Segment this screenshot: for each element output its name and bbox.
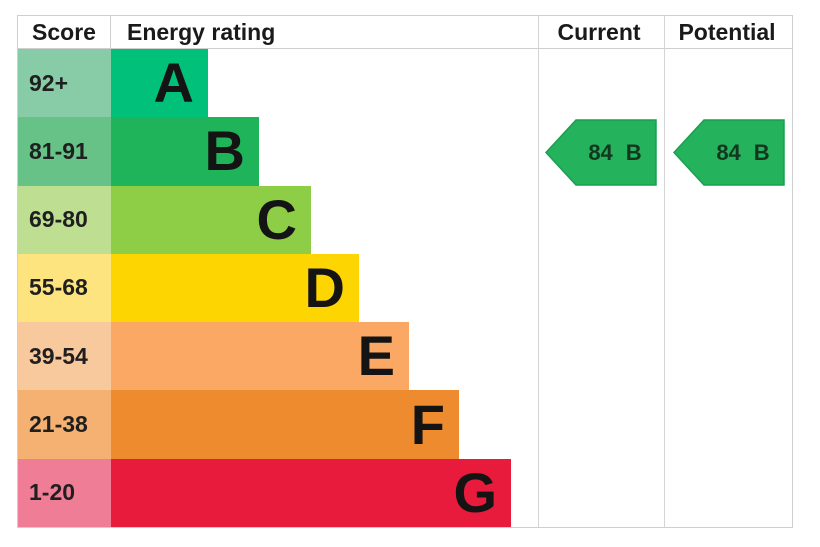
current-rating-text: 84 B (545, 119, 657, 186)
left-pointing-arrow-icon (673, 119, 785, 186)
potential-rating-arrow: 84 B (673, 119, 785, 186)
band-row-f: 21-38 F (18, 390, 792, 459)
band-score-range: 1-20 (18, 458, 111, 527)
current-column-divider (538, 16, 539, 527)
current-rating-band: B (625, 139, 642, 165)
band-score-range: 21-38 (18, 390, 111, 459)
current-rating-arrow: 84 B (545, 119, 657, 186)
current-column-header: Current (557, 18, 641, 45)
band-bar-b: B (111, 117, 259, 186)
band-score-range: 69-80 (18, 185, 111, 254)
band-row-d: 55-68 D (18, 253, 792, 323)
band-bar-a: A (111, 49, 208, 118)
band-score-range: 55-68 (18, 253, 111, 323)
potential-rating-score: 84 (716, 139, 741, 165)
score-column-header: Score (18, 16, 111, 48)
band-score-range: 81-91 (18, 117, 111, 186)
band-score-range: 92+ (18, 49, 111, 118)
band-score-range: 39-54 (18, 322, 111, 391)
band-bar-g: G (111, 458, 511, 527)
band-row-e: 39-54 E (18, 322, 792, 391)
current-rating-score: 84 (588, 139, 613, 165)
epc-table: Score Energy rating Current Potential 92… (17, 15, 793, 528)
band-bar-c: C (111, 185, 311, 254)
band-row-a: 92+ A (18, 49, 792, 118)
band-bar-f: F (111, 390, 459, 459)
potential-rating-text: 84 B (673, 119, 785, 186)
table-header: Score Energy rating Current Potential (18, 16, 792, 49)
band-area: 92+ A 81-91 B 69-80 C 55-68 D 39-54 E 21… (18, 49, 792, 527)
left-pointing-arrow-icon (545, 119, 657, 186)
band-row-g: 1-20 G (18, 458, 792, 527)
potential-rating-band: B (753, 139, 770, 165)
band-row-b: 81-91 B (18, 117, 792, 186)
energy-rating-column-header: Energy rating (127, 18, 276, 45)
band-bar-e: E (111, 322, 409, 391)
potential-column-header: Potential (678, 18, 776, 45)
band-row-c: 69-80 C (18, 185, 792, 254)
potential-column-divider (664, 16, 665, 527)
band-bar-d: D (111, 253, 359, 323)
